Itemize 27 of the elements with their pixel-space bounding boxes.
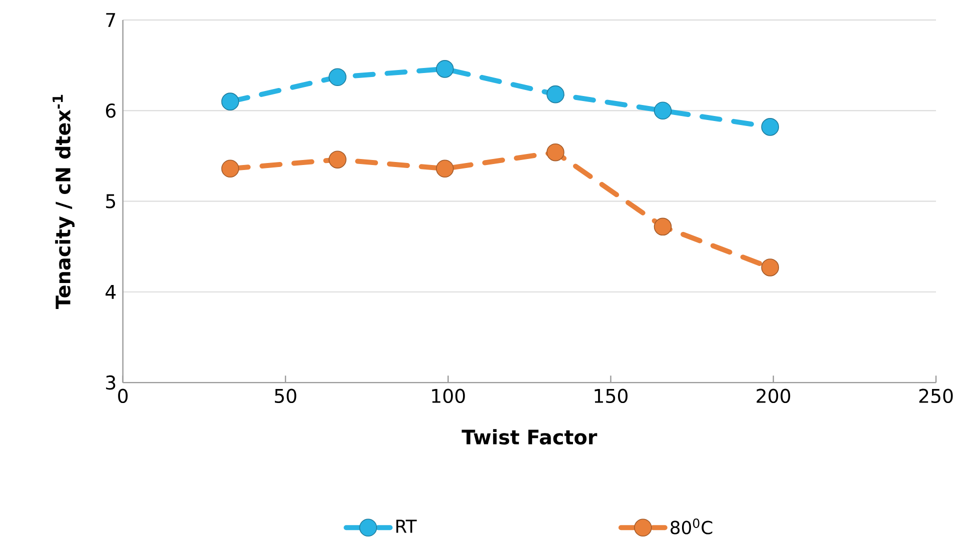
point: [436, 160, 454, 178]
y-tick-label: 3: [106, 376, 116, 390]
point: [654, 218, 672, 236]
point: [654, 102, 672, 120]
y-axis-title: Tenacity / cN dtex$^{-1}$: [52, 95, 75, 310]
x-tick-label: 50: [274, 388, 296, 404]
y-tick-label: 7: [106, 13, 116, 28]
point: [221, 160, 240, 178]
legend-label: RT: [396, 520, 417, 533]
x-tick-label: 150: [594, 388, 628, 404]
x-axis-title: Twist Factor: [462, 429, 598, 445]
x-tick-label: 100: [432, 388, 465, 404]
point: [221, 92, 240, 111]
point: [761, 118, 780, 136]
point: [436, 60, 454, 78]
point: [328, 150, 346, 169]
y-tick-label: 5: [106, 194, 116, 208]
x-tick-label: 200: [756, 388, 790, 404]
x-tick-label: 0: [118, 388, 128, 404]
point: [761, 258, 780, 276]
point: [328, 68, 346, 86]
y-tick-label: 4: [106, 285, 116, 299]
point: [546, 86, 564, 104]
point: [546, 144, 564, 162]
x-tick-label: 250: [919, 388, 953, 404]
legend-label: 80$^{0}$C: [670, 518, 712, 534]
y-tick-label: 6: [106, 104, 116, 118]
